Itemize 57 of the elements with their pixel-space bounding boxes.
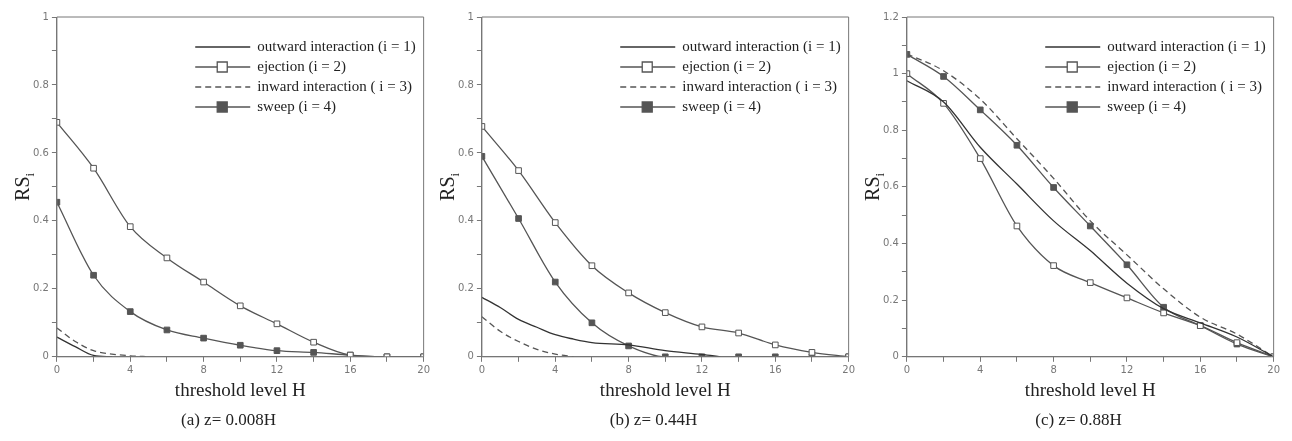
x-tick-label: 8 — [200, 364, 207, 376]
x-axis-title: threshold level H — [174, 379, 306, 401]
x-axis-title: threshold level H — [599, 379, 731, 401]
y-tick-label: 0.6 — [458, 146, 474, 158]
y-tick-label: 0 — [42, 350, 49, 362]
x-tick-label: 4 — [552, 364, 559, 376]
x-tick-label: 20 — [1267, 364, 1280, 376]
y-tick-label: 0.6 — [883, 180, 899, 192]
legend-label: ejection (i = 2) — [1107, 57, 1197, 75]
y-tick-label: 0.8 — [33, 78, 49, 90]
legend-label: sweep (i = 4) — [682, 97, 762, 115]
y-axis-title: RSi — [11, 172, 38, 201]
y-tick-label: 0 — [467, 350, 474, 362]
y-tick-label: 0 — [892, 350, 899, 362]
y-tick-label: 0.4 — [458, 214, 474, 226]
x-axis-title: threshold level H — [1024, 379, 1156, 401]
x-tick-label: 8 — [1050, 364, 1057, 376]
x-tick-label: 12 — [1120, 364, 1134, 376]
y-tick-label: 0.8 — [883, 123, 899, 135]
text: (a) z= 0.008H — [180, 410, 277, 430]
x-tick-label: 12 — [270, 364, 284, 376]
legend-label: sweep (i = 4) — [257, 97, 337, 115]
legend-label: outward interaction (i = 1) — [682, 37, 841, 55]
legend-label: outward interaction (i = 1) — [1107, 37, 1266, 55]
y-tick-label: 0.2 — [458, 282, 474, 294]
y-axis-title: RSi — [436, 172, 463, 201]
y-tick-label: 1 — [42, 10, 49, 22]
legend-label: inward interaction ( i = 3) — [257, 77, 412, 95]
x-tick-label: 16 — [768, 364, 782, 376]
legend-label: inward interaction ( i = 3) — [1107, 77, 1262, 95]
legend-label: inward interaction ( i = 3) — [682, 77, 837, 95]
legend-label: ejection (i = 2) — [682, 57, 772, 75]
legend-label: outward interaction (i = 1) — [257, 37, 416, 55]
legend-label: ejection (i = 2) — [257, 57, 347, 75]
x-tick-label: 4 — [977, 364, 984, 376]
x-tick-label: 16 — [1193, 364, 1207, 376]
y-tick-label: 0.4 — [883, 237, 899, 249]
y-tick-label: 0.4 — [33, 214, 49, 226]
y-tick-label: 0.6 — [33, 146, 49, 158]
y-tick-label: 1 — [467, 10, 474, 22]
x-tick-label: 16 — [343, 364, 357, 376]
y-tick-label: 1.2 — [883, 10, 899, 22]
text: (b) z= 0.44H — [609, 410, 698, 430]
x-tick-label: 8 — [625, 364, 632, 376]
y-tick-label: 0.2 — [33, 282, 49, 294]
text: (c) z= 0.88H — [1035, 410, 1122, 430]
legend-label: sweep (i = 4) — [1107, 97, 1187, 115]
x-tick-label: 20 — [842, 364, 855, 376]
y-tick-label: 1 — [892, 67, 899, 79]
x-tick-label: 12 — [695, 364, 709, 376]
x-tick-label: 0 — [53, 364, 61, 376]
x-tick-label: 4 — [127, 364, 134, 376]
x-tick-label: 0 — [478, 364, 486, 376]
y-tick-label: 0.2 — [883, 293, 899, 305]
x-tick-label: 20 — [417, 364, 430, 376]
x-tick-label: 0 — [903, 364, 911, 376]
y-tick-label: 0.8 — [458, 78, 474, 90]
